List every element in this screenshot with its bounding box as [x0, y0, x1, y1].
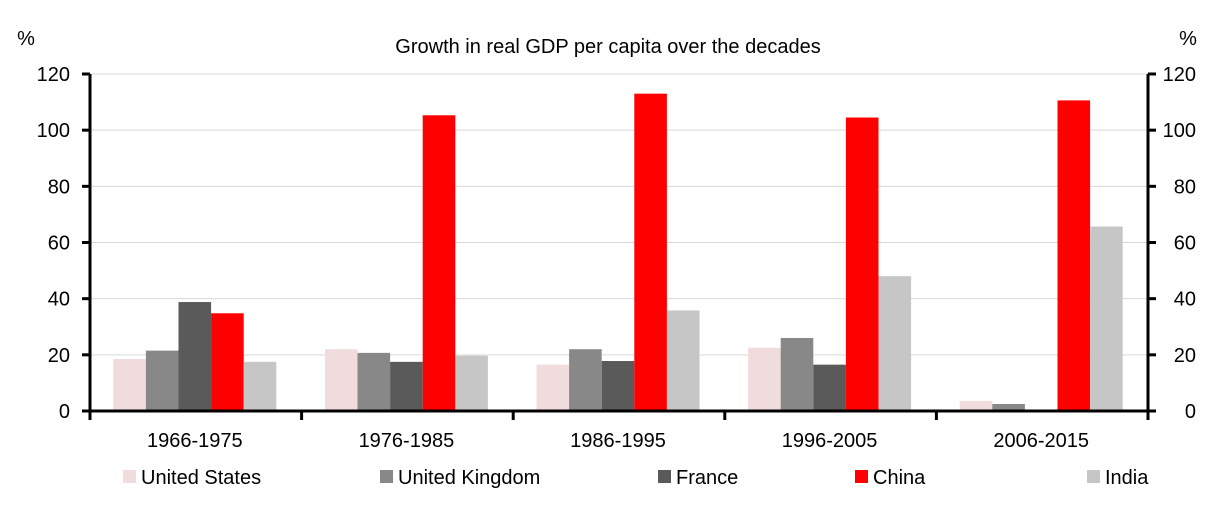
legend-swatch: [855, 470, 868, 483]
y-tick-label-right: 60: [1174, 233, 1196, 255]
bar-united-states: [324, 349, 358, 411]
legend-swatch: [1087, 470, 1100, 483]
bar-united-kingdom: [780, 337, 814, 411]
y-tick-label-right: 40: [1174, 289, 1196, 311]
bar-china: [211, 313, 244, 411]
bar-united-states: [113, 359, 146, 411]
bar-india: [666, 310, 700, 411]
y-tick-label-right: 20: [1174, 345, 1196, 367]
bar-india: [1090, 226, 1123, 411]
bar-china: [634, 93, 667, 412]
y-tick-label-right: 0: [1185, 401, 1196, 423]
bar-india: [455, 355, 488, 411]
legend-label: United Kingdom: [398, 467, 540, 489]
bar-united-kingdom: [992, 403, 1025, 411]
legend-swatch: [380, 470, 393, 483]
bar-france: [813, 364, 846, 411]
bar-france: [178, 302, 212, 411]
legend-label: China: [873, 467, 926, 489]
chart-title: Growth in real GDP per capita over the d…: [395, 36, 820, 58]
bar-france: [390, 361, 423, 411]
bar-india: [878, 276, 912, 411]
y-axis-right-label: %: [1179, 28, 1197, 50]
bar-united-kingdom: [145, 350, 179, 411]
bar-china: [845, 117, 879, 411]
y-tick-label-left: 0: [59, 401, 70, 423]
y-tick-label-left: 100: [37, 120, 70, 142]
bar-france: [601, 361, 635, 411]
y-axis-left-label: %: [17, 28, 35, 50]
x-tick-label: 1976-1985: [359, 430, 455, 452]
bar-united-kingdom: [569, 349, 602, 411]
x-tick-label: 1986-1995: [570, 430, 666, 452]
legend-swatch: [658, 470, 671, 483]
y-tick-label-right: 100: [1163, 120, 1196, 142]
y-tick-label-left: 60: [48, 233, 70, 255]
y-tick-label-left: 40: [48, 289, 70, 311]
x-tick-label: 1966-1975: [147, 430, 243, 452]
y-tick-label-right: 120: [1163, 64, 1196, 86]
legend-label: India: [1105, 467, 1149, 489]
bar-china: [422, 115, 456, 411]
x-tick-label: 2006-2015: [993, 430, 1089, 452]
legend-label: France: [676, 467, 738, 489]
bar-united-states: [536, 364, 570, 411]
y-tick-label-left: 120: [37, 64, 70, 86]
bar-united-states: [959, 400, 993, 411]
x-tick-label: 1996-2005: [782, 430, 878, 452]
legend-swatch: [123, 470, 136, 483]
bar-china: [1057, 100, 1091, 412]
y-tick-label-left: 20: [48, 345, 70, 367]
bar-united-kingdom: [357, 352, 391, 411]
y-tick-label-right: 80: [1174, 176, 1196, 198]
y-tick-label-left: 80: [48, 176, 70, 198]
legend-label: United States: [141, 467, 261, 489]
bar-india: [243, 361, 277, 411]
bar-united-states: [748, 347, 781, 411]
